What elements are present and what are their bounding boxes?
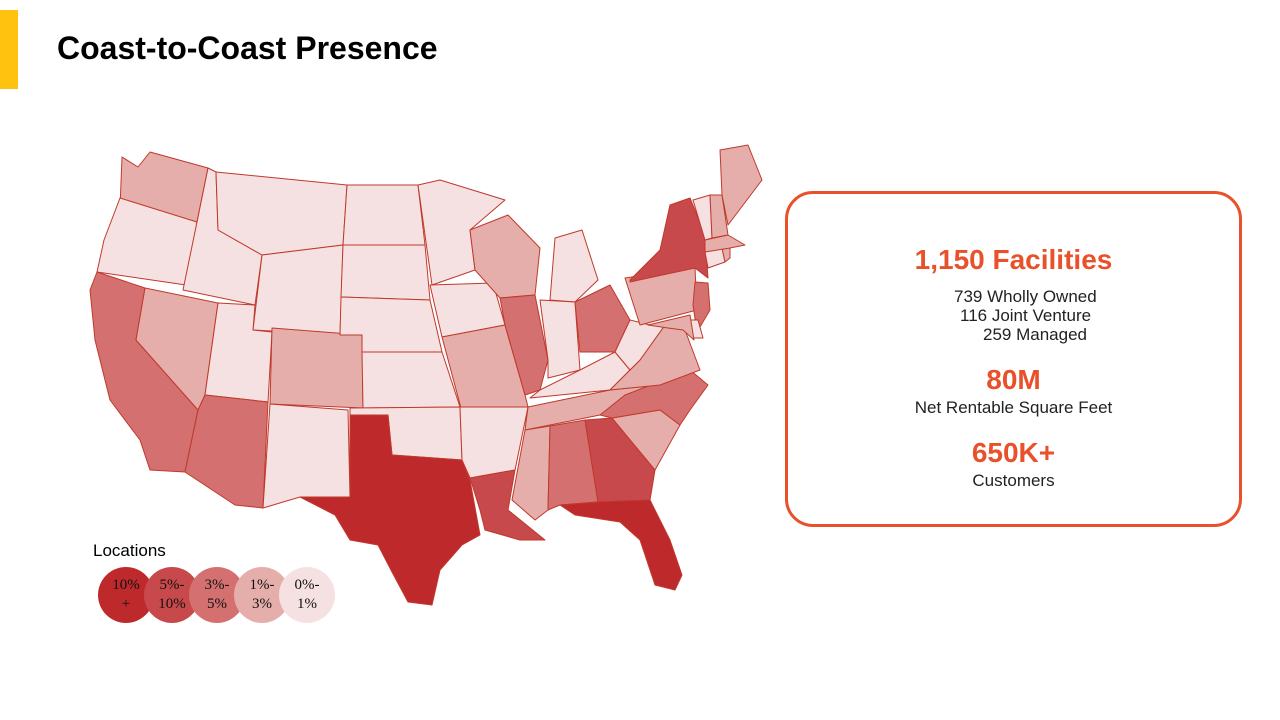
state-nd <box>342 184 426 246</box>
state-mo <box>441 324 529 413</box>
legend-swatch-label-bottom: 10% <box>158 596 186 612</box>
state-tx <box>299 414 481 606</box>
customers-value: 650K+ <box>971 437 1056 468</box>
joint-venture-count: 116 Joint Venture <box>960 306 1092 325</box>
legend-swatch-label-top: 10% <box>112 577 140 593</box>
legend-swatch-label-top: 5%- <box>159 577 185 593</box>
legend-swatch-label-bottom: + <box>121 596 131 612</box>
accent-bar <box>0 10 18 89</box>
state-md <box>647 314 695 341</box>
state-mi <box>549 229 599 303</box>
legend-swatch-label-bottom: 3% <box>252 596 272 612</box>
area-label: Net Rentable Square Feet <box>914 398 1113 417</box>
facilities-count: 1,150 Facilities <box>914 244 1113 275</box>
legend-title: Locations <box>93 541 166 560</box>
legend-swatch-label-top: 1%- <box>249 577 275 593</box>
state-az <box>184 394 269 509</box>
us-choropleth-map <box>89 144 763 606</box>
state-or <box>96 197 198 286</box>
legend-swatch-1-3: 1%- 3% <box>234 567 290 623</box>
legend-swatch-0-1: 0%- 1% <box>279 567 335 623</box>
legend-swatch-label-top: 0%- <box>294 577 320 593</box>
state-fl <box>559 499 683 591</box>
state-wy <box>252 244 344 336</box>
state-sd <box>340 244 431 301</box>
state-nm <box>262 403 351 509</box>
managed-count: 259 Managed <box>983 325 1087 344</box>
legend-swatch-label-top: 3%- <box>204 577 230 593</box>
state-me <box>719 144 763 226</box>
slide-title: Coast-to-Coast Presence <box>57 30 438 66</box>
state-la <box>469 469 546 541</box>
legend-swatch-label-bottom: 5% <box>207 596 227 612</box>
customers-label: Customers <box>972 471 1055 490</box>
state-co <box>269 327 364 409</box>
state-ga <box>584 417 656 503</box>
state-nh <box>709 194 729 239</box>
state-ks <box>361 351 461 409</box>
legend-swatch-label-bottom: 1% <box>297 596 317 612</box>
state-in <box>539 299 581 379</box>
legend-swatch-3-5: 3%- 5% <box>189 567 245 623</box>
legend-swatch-10-plus: 10% + <box>98 567 154 623</box>
stats-panel: 1,150 Facilities 739 Wholly Owned 116 Jo… <box>785 191 1242 527</box>
state-ms <box>511 425 551 521</box>
wholly-owned-count: 739 Wholly Owned <box>954 287 1097 306</box>
area-value: 80M <box>986 364 1041 395</box>
